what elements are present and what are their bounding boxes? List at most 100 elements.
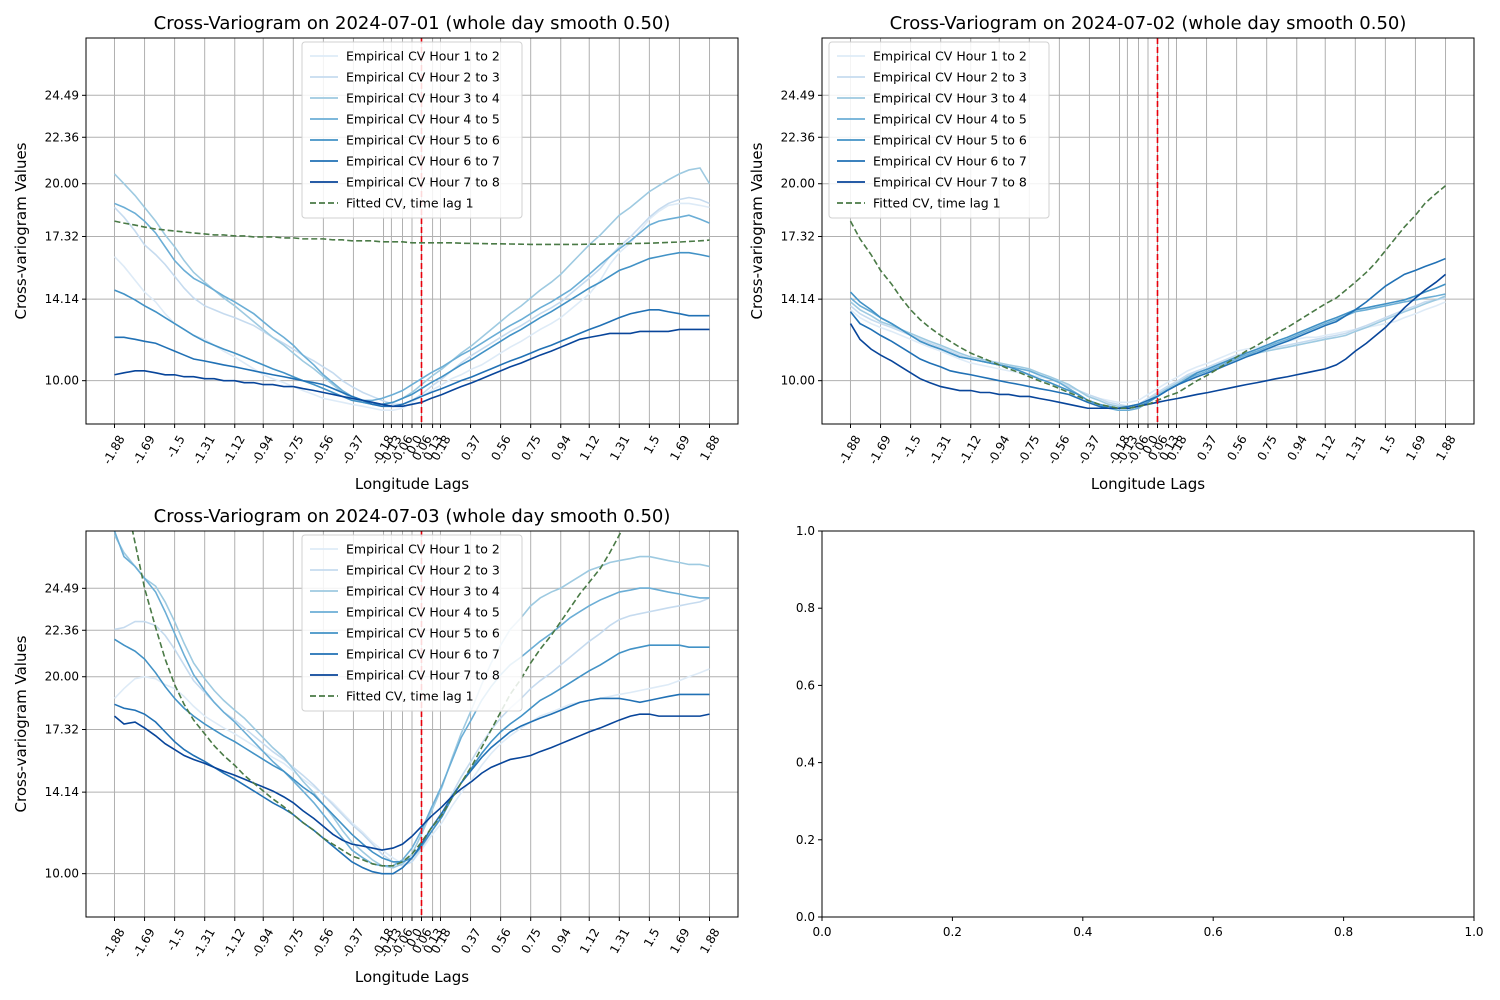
- legend-entry: Fitted CV, time lag 1: [873, 196, 1001, 211]
- y-tick-label: 1.0: [796, 524, 815, 538]
- x-tick-label: 1.5: [641, 433, 663, 457]
- x-tick-label: 0.37: [458, 433, 483, 463]
- legend-entry: Empirical CV Hour 4 to 5: [873, 112, 1027, 127]
- legend-entry: Empirical CV Hour 7 to 8: [346, 668, 500, 683]
- x-tick-label: -0.56: [309, 926, 337, 960]
- plot-area: [849, 38, 1447, 424]
- series-line-5: [114, 251, 710, 406]
- x-tick-label: 0.37: [458, 926, 483, 956]
- x-tick-label: -1.69: [130, 926, 158, 960]
- x-tick-label: 0.8: [1334, 925, 1353, 939]
- x-tick-label: 0.94: [548, 926, 573, 956]
- chart-title: Cross-Variogram on 2024-07-01 (whole day…: [154, 13, 671, 34]
- series-line-6: [849, 257, 1446, 410]
- legend-entry: Empirical CV Hour 5 to 6: [346, 626, 500, 641]
- x-tick-label: 1.69: [1403, 433, 1428, 463]
- x-tick-label: -1.12: [220, 433, 248, 467]
- legend-box: [301, 534, 523, 712]
- legend: Empirical CV Hour 1 to 2 Empirical CV Hou…: [301, 534, 523, 712]
- y-tick-label: 0.2: [796, 833, 815, 847]
- x-tick-label: -1.88: [836, 433, 864, 467]
- legend-entry: Empirical CV Hour 2 to 3: [346, 70, 500, 85]
- series-line-6: [114, 308, 710, 408]
- x-tick-label: 1.31: [1343, 433, 1368, 463]
- y-tick-label: 20.00: [45, 177, 79, 191]
- axes-frame: [821, 530, 1475, 918]
- x-tick-label: 0.6: [1204, 925, 1223, 939]
- x-tick-label: 0.56: [1224, 433, 1249, 463]
- x-tick-label: -0.94: [249, 433, 277, 467]
- legend-entry: Fitted CV, time lag 1: [346, 196, 474, 211]
- legend-entry: Empirical CV Hour 3 to 4: [873, 91, 1027, 106]
- x-tick-label: -0.56: [309, 433, 337, 467]
- legend-entry: Empirical CV Hour 3 to 4: [346, 584, 500, 599]
- legend-entry: Empirical CV Hour 4 to 5: [346, 112, 500, 127]
- x-tick-label: 1.88: [697, 433, 722, 463]
- x-axis-label: Longitude Lags: [355, 968, 469, 986]
- y-tick-label: 17.32: [45, 723, 79, 737]
- legend-box: [301, 41, 523, 219]
- legend-entry: Empirical CV Hour 6 to 7: [873, 154, 1027, 169]
- legend: Empirical CV Hour 1 to 2 Empirical CV Hou…: [828, 41, 1050, 219]
- legend-entry: Empirical CV Hour 1 to 2: [873, 49, 1027, 64]
- series-line-1: [849, 301, 1446, 404]
- series-line-4: [113, 531, 710, 867]
- x-tick-label: 0.0: [812, 925, 831, 939]
- legend-entry: Empirical CV Hour 1 to 2: [346, 49, 500, 64]
- x-tick-label: -1.12: [220, 926, 248, 960]
- legend-entry: Empirical CV Hour 5 to 6: [873, 133, 1027, 148]
- y-axis-label: Cross-variogram Values: [12, 635, 30, 812]
- x-tick-label: 1.31: [607, 926, 632, 956]
- legend-entry: Empirical CV Hour 4 to 5: [346, 605, 500, 620]
- series-line-7: [113, 713, 710, 851]
- x-tick-label: 1.88: [1433, 433, 1458, 463]
- chart-title: Cross-Variogram on 2024-07-03 (whole day…: [154, 506, 671, 527]
- subplot-1: -1.88 -1.69 -1.5 -1.31 -1.12 -0.94 -0.75 -0.56-…: [12, 13, 739, 493]
- x-tick-label: -0.75: [1015, 433, 1043, 467]
- x-tick-label: -1.88: [100, 433, 128, 467]
- legend-entry: Empirical CV Hour 6 to 7: [346, 154, 500, 169]
- series-line-5: [849, 283, 1446, 410]
- y-tick-label: 10.00: [45, 867, 79, 881]
- y-tick-label: 20.00: [45, 670, 79, 684]
- series-line-2: [849, 297, 1446, 408]
- x-tick-label: 0.37: [1194, 433, 1219, 463]
- x-tick-label: -0.37: [339, 433, 367, 467]
- legend: Empirical CV Hour 1 to 2 Empirical CV Hou…: [301, 41, 523, 219]
- x-tick-label: 1.69: [667, 926, 692, 956]
- x-tick-label: -0.94: [249, 926, 277, 960]
- y-tick-label: 22.36: [45, 130, 79, 144]
- x-tick-label: 0.56: [488, 433, 513, 463]
- x-tick-label: -1.5: [164, 926, 188, 953]
- legend-entry: Empirical CV Hour 2 to 3: [346, 563, 500, 578]
- y-tick-label: 17.32: [781, 230, 815, 244]
- x-tick-label: -0.75: [279, 433, 307, 467]
- x-tick-label: 1.69: [667, 433, 692, 463]
- y-tick-label: 22.36: [781, 130, 815, 144]
- x-tick-label: 0.94: [1284, 433, 1309, 463]
- legend-entry: Empirical CV Hour 7 to 8: [346, 175, 500, 190]
- y-tick-label: 24.49: [45, 581, 79, 595]
- legend-entry: Empirical CV Hour 6 to 7: [346, 647, 500, 662]
- legend-box: [828, 41, 1050, 219]
- x-tick-label: 1.31: [607, 433, 632, 463]
- legend-entry: Empirical CV Hour 2 to 3: [873, 70, 1027, 85]
- x-tick-label: -1.31: [926, 433, 954, 467]
- y-tick-label: 0.4: [796, 756, 815, 770]
- x-tick-label: 1.12: [577, 433, 602, 463]
- x-tick-label: 1.0: [1464, 925, 1483, 939]
- chart-title: Cross-Variogram on 2024-07-02 (whole day…: [890, 13, 1407, 34]
- x-tick-label: -0.37: [1075, 433, 1103, 467]
- subplot-2: -1.88 -1.69 -1.5 -1.31 -1.12 -0.94 -0.75 -0.56-…: [748, 13, 1475, 493]
- x-tick-label: -1.5: [164, 433, 188, 460]
- y-tick-label: 20.00: [781, 177, 815, 191]
- x-axis-label: Longitude Lags: [355, 475, 469, 493]
- subplot-3: -1.88 -1.69 -1.5 -1.31 -1.12 -0.94 -0.75 -0.56-…: [12, 506, 739, 986]
- legend-entry: Empirical CV Hour 3 to 4: [346, 91, 500, 106]
- y-tick-label: 22.36: [45, 623, 79, 637]
- x-tick-label: 0.2: [943, 925, 962, 939]
- legend-entry: Empirical CV Hour 5 to 6: [346, 133, 500, 148]
- series-line-7: [114, 328, 710, 408]
- y-tick-label: 0.0: [796, 910, 815, 924]
